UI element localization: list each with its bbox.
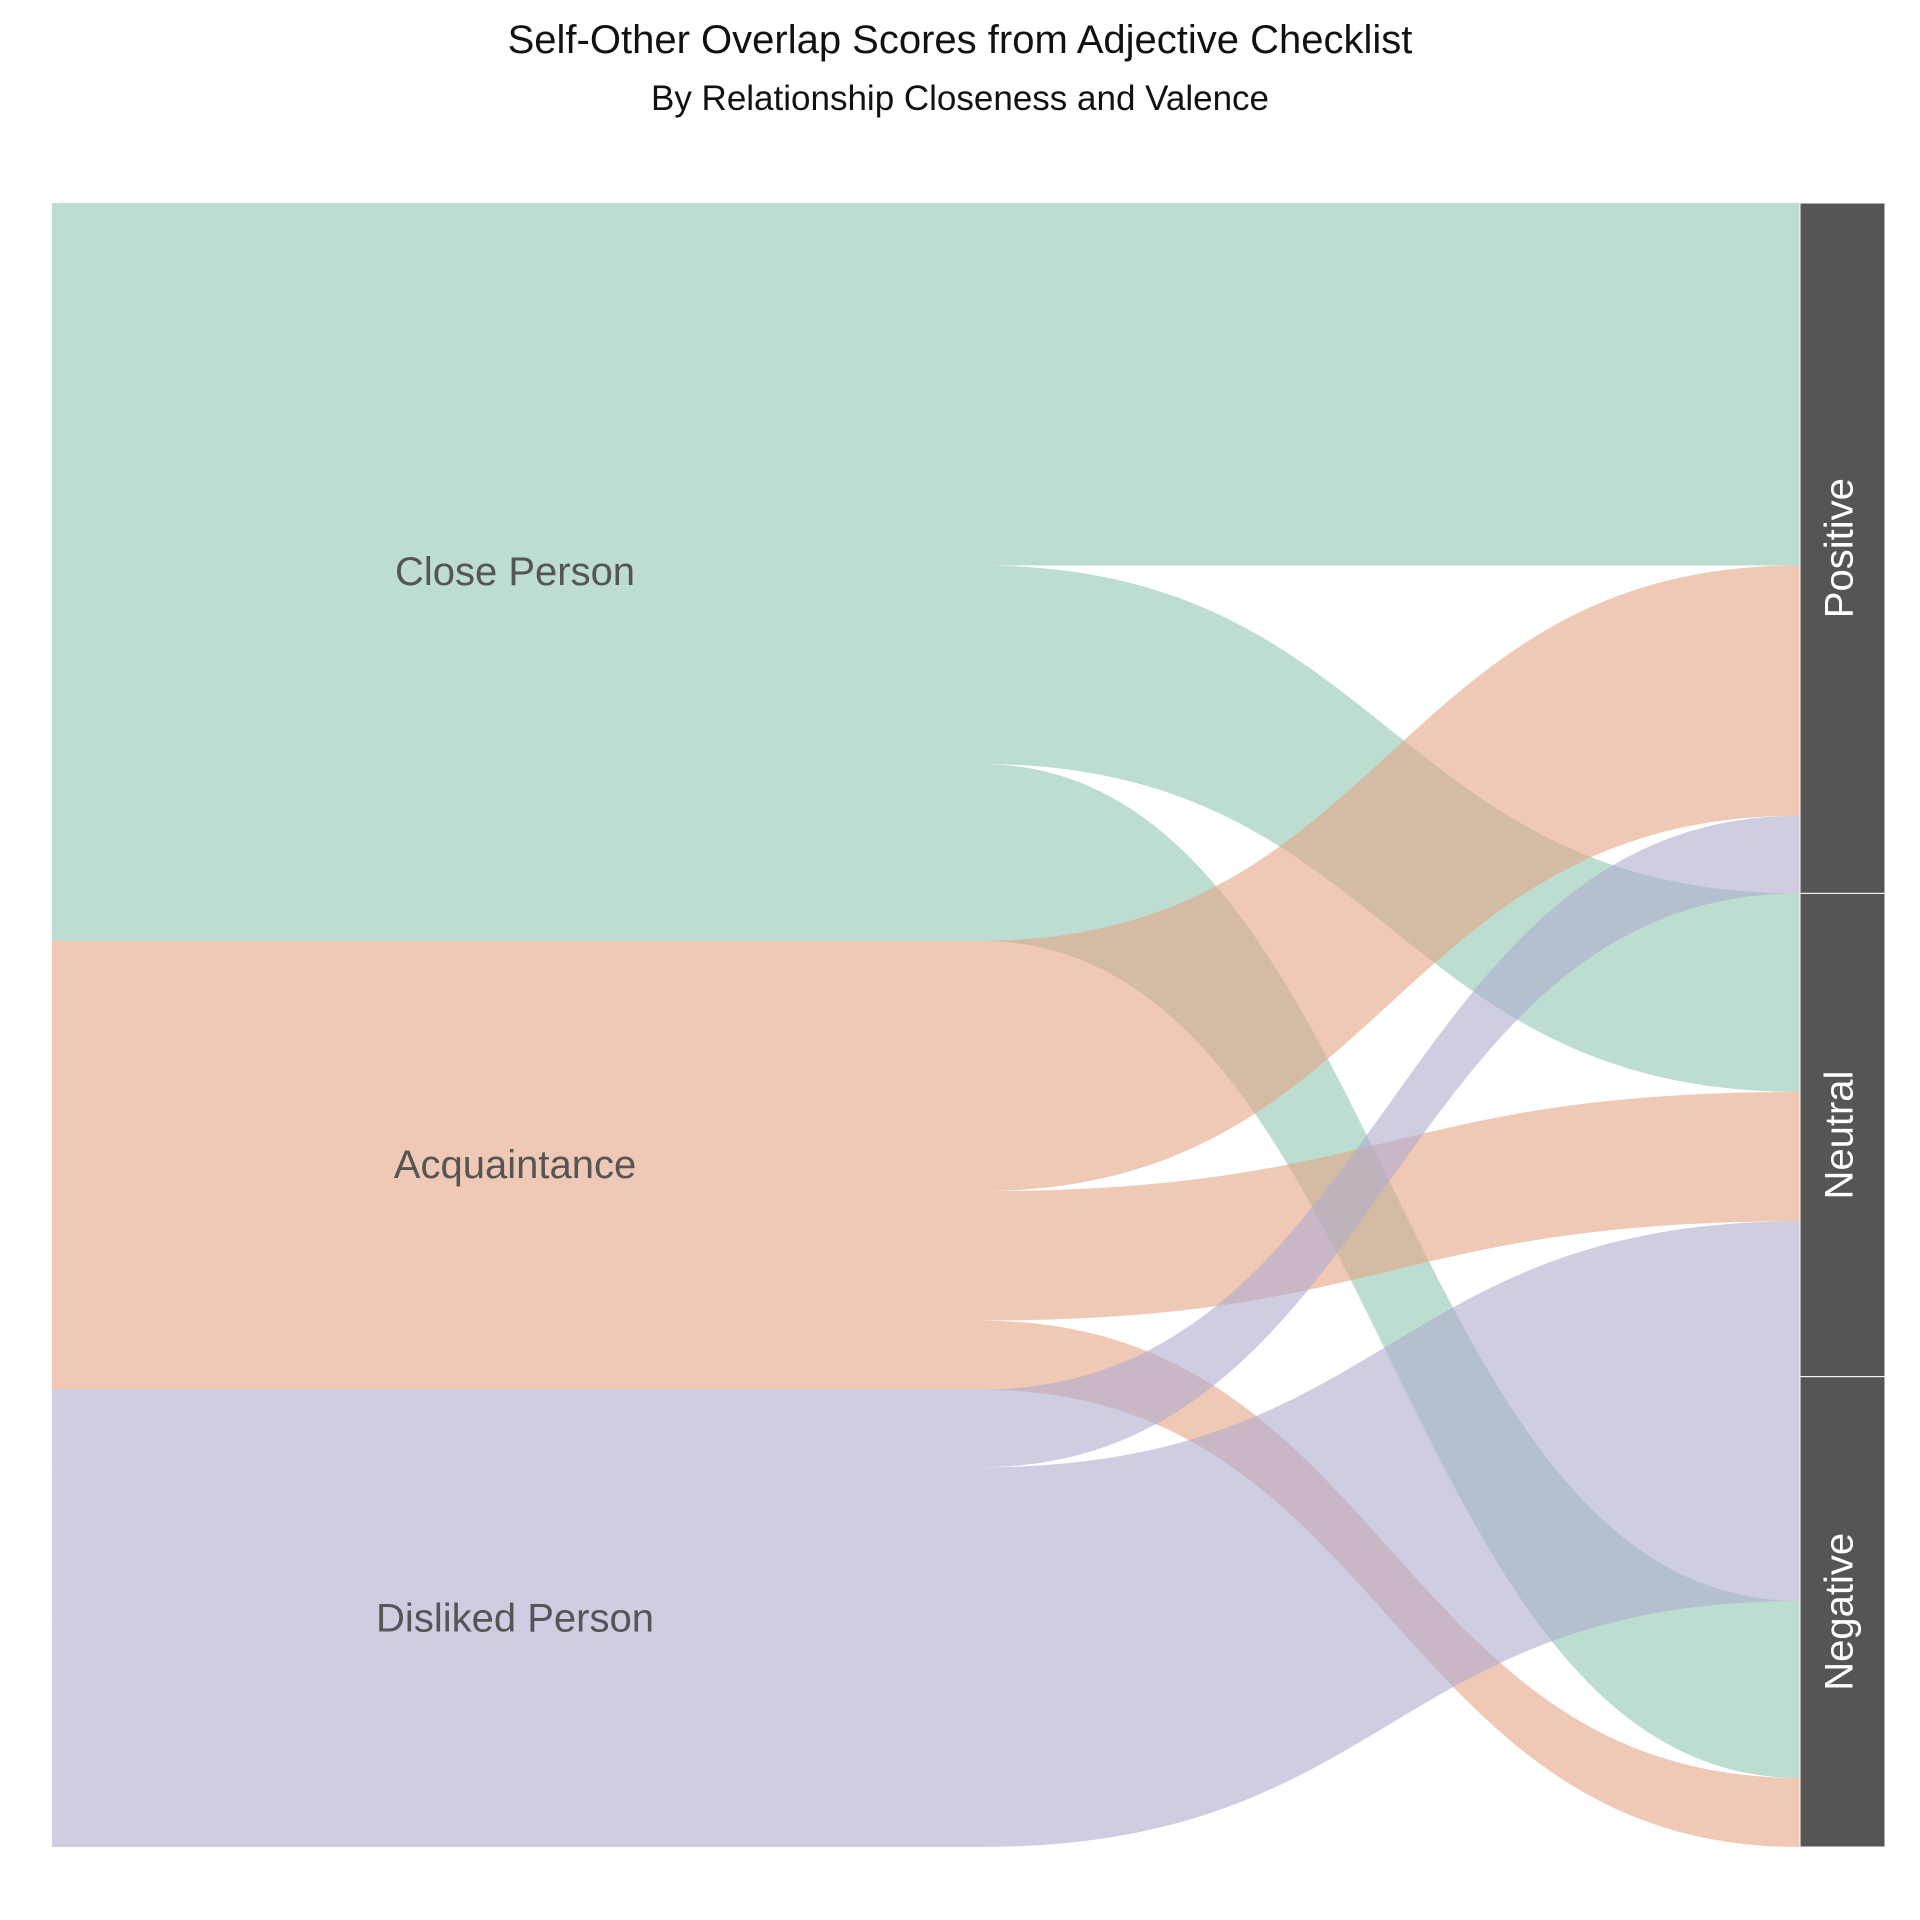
source-nodes: Close Person Acquaintance Disliked Person bbox=[376, 550, 654, 1640]
target-label-positive: Positive bbox=[1818, 478, 1862, 618]
target-node-negative bbox=[1799, 1376, 1886, 1848]
source-label-close-person: Close Person bbox=[395, 550, 635, 594]
flow-disliked-person-to-neutral bbox=[52, 1221, 1800, 1623]
target-label-neutral: Neutral bbox=[1818, 1071, 1862, 1200]
flow-acquaintance-to-positive bbox=[52, 565, 1800, 1192]
flow-close-person-to-positive bbox=[52, 203, 1800, 566]
chart-title: Self-Other Overlap Scores from Adjective… bbox=[508, 18, 1413, 62]
target-label-negative: Negative bbox=[1818, 1533, 1862, 1691]
flow-disliked-person-to-negative bbox=[52, 1376, 1800, 1847]
flow-disliked-person-to-positive bbox=[52, 815, 1800, 1468]
chart-subtitle: By Relationship Closeness and Valence bbox=[651, 79, 1269, 118]
target-node-neutral bbox=[1799, 892, 1886, 1378]
flow-close-person-to-negative bbox=[52, 763, 1800, 1778]
flow-close-person-to-neutral bbox=[52, 565, 1800, 1092]
source-label-disliked-person: Disliked Person bbox=[376, 1596, 654, 1640]
flow-links bbox=[52, 203, 1800, 1847]
source-label-acquaintance: Acquaintance bbox=[394, 1143, 636, 1187]
flow-acquaintance-to-negative bbox=[52, 1320, 1800, 1847]
target-nodes: Positive Neutral Negative bbox=[1799, 202, 1886, 1848]
target-node-positive bbox=[1799, 202, 1886, 894]
